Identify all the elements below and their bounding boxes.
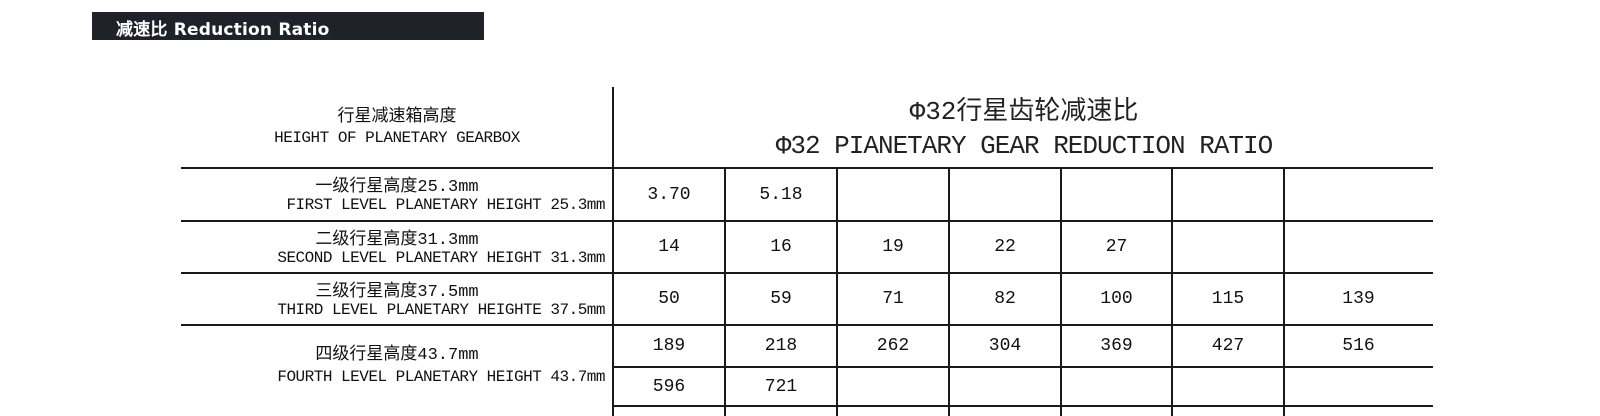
row-label-en: FOURTH LEVEL PLANETARY HEIGHT 43.7mm: [277, 368, 605, 386]
ratio-cell: 19: [882, 237, 904, 257]
ratio-cell: 189: [652, 336, 686, 356]
table-rule: [181, 220, 1433, 222]
table-rule: [613, 405, 1433, 407]
table-divider: [1060, 168, 1062, 416]
table-rule: [613, 366, 1433, 368]
ratio-cell: 369: [1100, 336, 1133, 356]
ratio-cell: 721: [764, 376, 798, 397]
table-divider: [612, 87, 614, 416]
row-header-cn: 行星减速箱高度: [337, 108, 457, 127]
ratio-cell: 139: [1342, 289, 1375, 309]
ratio-cell: 3.70: [647, 184, 691, 205]
ratio-cell: 16: [770, 237, 792, 257]
ratio-cell: 262: [876, 336, 910, 356]
section-header-bar: 减速比 Reduction Ratio: [92, 12, 484, 40]
table-title-en: Φ32 PIANETARY GEAR REDUCTION RATIO: [775, 131, 1274, 161]
ratio-cell: 50: [658, 289, 680, 309]
table-rule: [181, 324, 1433, 326]
table-divider: [1171, 168, 1173, 416]
section-header-title: 减速比 Reduction Ratio: [116, 20, 330, 40]
ratio-cell: [1061, 168, 1172, 221]
ratio-cell: [1172, 367, 1284, 406]
ratio-cell: [1284, 221, 1433, 273]
table-divider: [836, 168, 838, 416]
row-label-en: FIRST LEVEL PLANETARY HEIGHT 25.3mm: [286, 196, 605, 214]
ratio-cell: 596: [652, 376, 686, 397]
table-rule: [181, 167, 1433, 169]
ratio-cell: 115: [1211, 289, 1245, 309]
table-divider: [1283, 168, 1285, 416]
ratio-cell: 27: [1105, 237, 1128, 257]
row-label-en: THIRD LEVEL PLANETARY HEIGHTE 37.5mm: [277, 301, 605, 319]
ratio-cell: 14: [658, 237, 680, 257]
ratio-cell: [1284, 367, 1433, 406]
row-header-en: HEIGHT OF PLANETARY GEARBOX: [274, 129, 520, 147]
ratio-cell: 100: [1100, 289, 1133, 309]
ratio-cell: [949, 168, 1061, 221]
row-label-cn: 二级行星高度31.3mm: [315, 231, 479, 250]
ratio-cell: [837, 367, 949, 406]
ratio-cell: 82: [994, 289, 1016, 309]
ratio-cell: 5.18: [759, 184, 803, 205]
ratio-cell: [1172, 221, 1284, 273]
table-divider: [948, 168, 950, 416]
ratio-cell: 218: [764, 336, 798, 356]
ratio-cell: [1284, 168, 1433, 221]
row-label-cn: 三级行星高度37.5mm: [315, 283, 479, 302]
row-label-cn: 一级行星高度25.3mm: [315, 178, 479, 197]
ratio-cell: 304: [988, 336, 1022, 356]
ratio-cell: 22: [994, 237, 1016, 257]
ratio-cell: [1172, 168, 1284, 221]
ratio-cell: 516: [1342, 336, 1375, 356]
ratio-cell: 59: [770, 289, 792, 309]
ratio-cell: 427: [1211, 336, 1245, 356]
ratio-cell: [949, 367, 1061, 406]
table-divider: [724, 168, 726, 416]
ratio-cell: [1061, 367, 1172, 406]
table-rule: [181, 272, 1433, 274]
row-label-en: SECOND LEVEL PLANETARY HEIGHT 31.3mm: [277, 249, 605, 267]
table-title-cn: Φ32行星齿轮减速比: [909, 97, 1139, 127]
ratio-cell: 71: [882, 289, 904, 309]
ratio-cell: [837, 168, 949, 221]
row-label-cn: 四级行星高度43.7mm: [315, 346, 479, 365]
